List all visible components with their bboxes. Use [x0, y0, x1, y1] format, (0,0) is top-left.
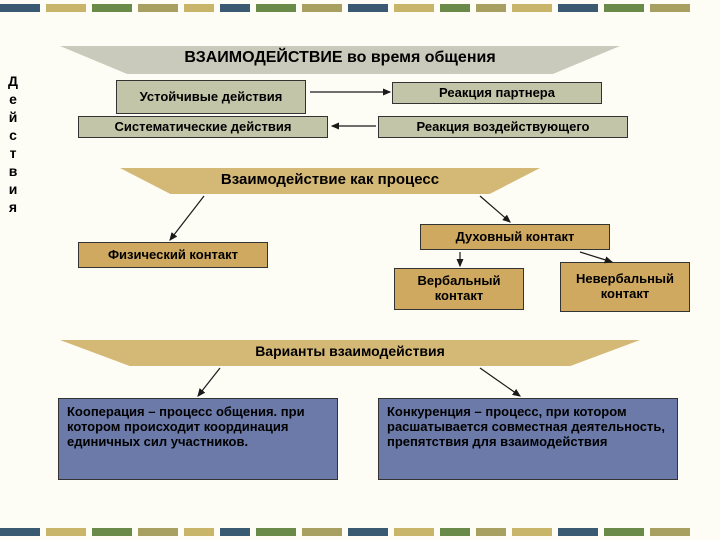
label-physical-contact: Физический контакт	[108, 248, 238, 263]
section1-title-banner: ВЗАИМОДЕЙСТВИЕ во время общения	[60, 46, 620, 74]
vertical-label: Действия	[6, 72, 20, 216]
label-competition: Конкуренция – процесс, при котором расша…	[387, 405, 669, 450]
box-partner-reaction: Реакция партнера	[392, 82, 602, 104]
deco-bottom	[0, 528, 720, 536]
label-spiritual-contact: Духовный контакт	[456, 230, 575, 245]
label-stable-actions: Устойчивые действия	[140, 90, 283, 105]
section3-title-banner: Варианты взаимодействия	[60, 340, 640, 366]
section2-title: Взаимодействие как процесс	[120, 168, 540, 188]
box-cooperation: Кооперация – процесс общения. при которо…	[58, 398, 338, 480]
box-competition: Конкуренция – процесс, при котором расша…	[378, 398, 678, 480]
label-cooperation: Кооперация – процесс общения. при которо…	[67, 405, 329, 450]
box-stable-actions: Устойчивые действия	[116, 80, 306, 114]
label-verbal-contact: Вербальный контакт	[399, 274, 519, 304]
box-influencer-reaction: Реакция воздействующего	[378, 116, 628, 138]
box-physical-contact: Физический контакт	[78, 242, 268, 268]
label-partner-reaction: Реакция партнера	[439, 86, 555, 101]
section1-title: ВЗАИМОДЕЙСТВИЕ во время общения	[60, 46, 620, 67]
section2-title-banner: Взаимодействие как процесс	[120, 168, 540, 194]
deco-top	[0, 4, 720, 12]
box-systematic-actions: Систематические действия	[78, 116, 328, 138]
box-nonverbal-contact: Невербальный контакт	[560, 262, 690, 312]
box-spiritual-contact: Духовный контакт	[420, 224, 610, 250]
section3-title: Варианты взаимодействия	[60, 340, 640, 359]
label-systematic-actions: Систематические действия	[115, 120, 292, 135]
box-verbal-contact: Вербальный контакт	[394, 268, 524, 310]
label-influencer-reaction: Реакция воздействующего	[417, 120, 590, 135]
label-nonverbal-contact: Невербальный контакт	[565, 272, 685, 302]
